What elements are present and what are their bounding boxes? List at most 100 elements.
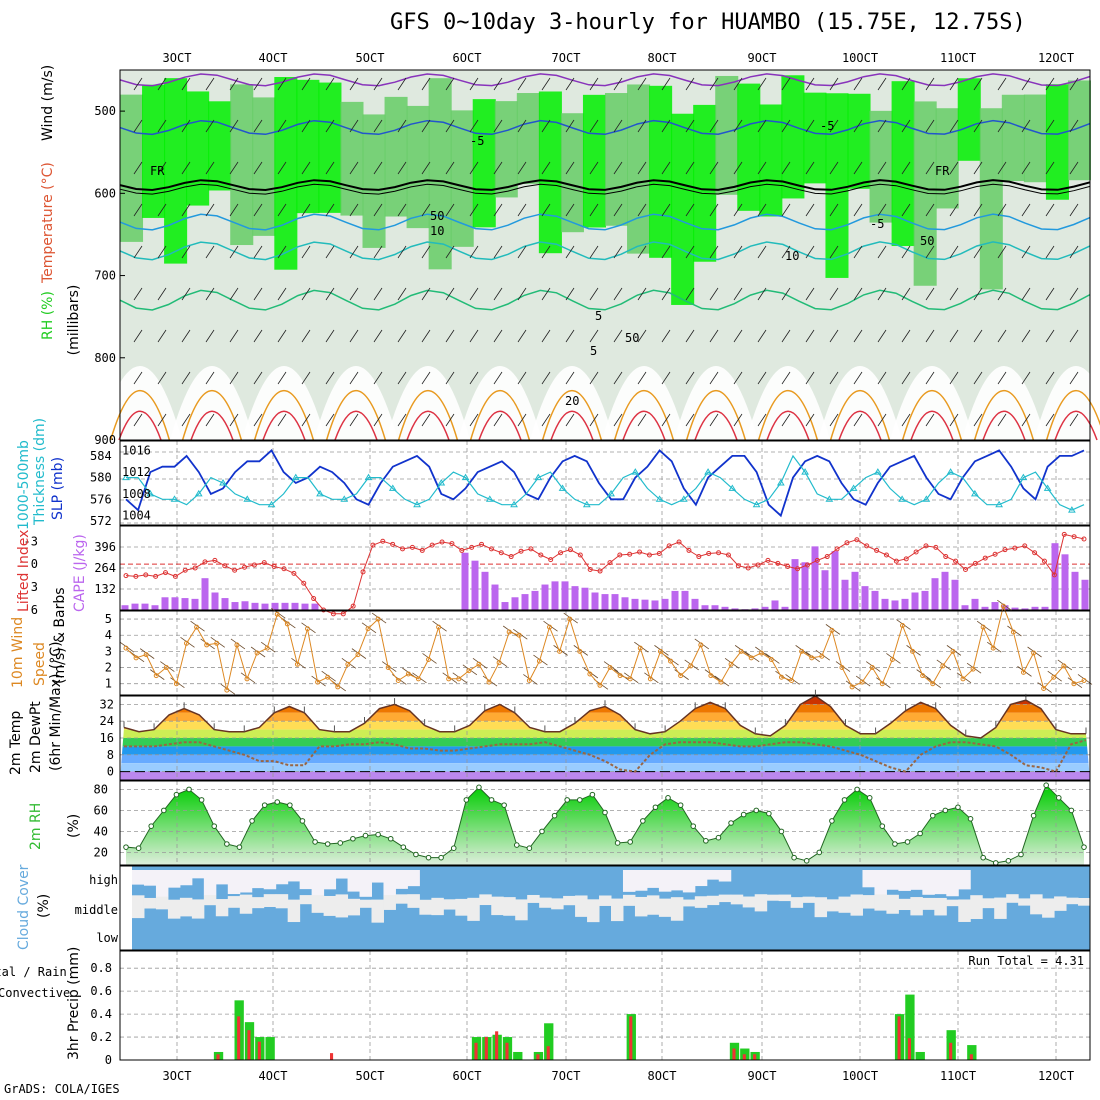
wind-barb: [301, 371, 311, 385]
cloud-high-gap: [167, 870, 181, 888]
precip-ylabel2: 3hr Precip (mm): [66, 947, 82, 1060]
cloud-mid-gap: [646, 895, 660, 915]
wind-barb-10m: [230, 638, 246, 650]
wind-barb: [469, 161, 479, 175]
y-tick-slp: 1004: [122, 509, 151, 523]
wind-point: [446, 676, 452, 682]
wind-barb-10m: [573, 645, 589, 656]
wind-point: [315, 679, 321, 685]
wind-barb: [373, 287, 383, 301]
wind-barb: [133, 77, 143, 91]
wind-point: [153, 673, 159, 679]
rh-band: [428, 78, 452, 270]
li-point: [587, 567, 593, 573]
cloud-mid-gap: [143, 897, 157, 909]
wind-barb: [517, 329, 527, 343]
wind-barb: [277, 413, 287, 427]
wind-point: [809, 655, 815, 661]
wind-barb: [253, 413, 263, 427]
cloud-mid-gap: [479, 894, 492, 906]
wind-point: [466, 668, 472, 674]
li-point: [172, 573, 178, 579]
cape-bar: [271, 602, 279, 610]
wind-barb: [565, 371, 575, 385]
wind-barb-10m: [563, 612, 578, 624]
thickness-point: [1019, 473, 1028, 481]
wind-point: [829, 627, 835, 633]
cloud-mid-gap: [850, 894, 863, 916]
wind-barb-10m: [240, 672, 256, 684]
wind-barb: [1045, 77, 1055, 91]
wind-point: [819, 653, 825, 659]
wind-barb: [733, 203, 743, 217]
wind-barb: [277, 77, 287, 91]
wind-barb: [805, 287, 815, 301]
rh-band: [803, 92, 827, 184]
thickness-point: [704, 468, 712, 475]
cape-bar: [751, 608, 759, 610]
wind-barb: [133, 119, 143, 133]
wind-barb-10m: [190, 620, 205, 632]
run-total: Run Total = 4.31: [968, 954, 1084, 968]
li-point: [972, 560, 978, 566]
cloud-mid-gap: [1066, 897, 1079, 905]
rh-ylabel2: (%): [66, 814, 82, 838]
wind-barb: [877, 329, 887, 343]
wind-barb-10m: [220, 683, 236, 695]
wind-barb: [637, 287, 647, 301]
wind-barb: [1069, 77, 1079, 91]
contour-label: 5: [595, 309, 602, 323]
rh-point: [576, 797, 583, 803]
wind-barb: [253, 77, 263, 91]
wind-point: [496, 660, 502, 666]
li-point: [311, 596, 317, 602]
li-point: [597, 568, 603, 574]
wind-barb: [757, 161, 767, 175]
wind-barb: [133, 161, 143, 175]
wind-barb-10m: [876, 677, 891, 689]
wind-barb: [421, 413, 431, 427]
wind-barb: [613, 77, 623, 91]
cloud-high-gap: [383, 870, 396, 898]
wind-barb: [757, 203, 767, 217]
li-point: [1002, 547, 1008, 553]
ylabel-rh: RH (%): [40, 291, 56, 340]
cloud-mid-gap: [215, 899, 229, 917]
temp-contour-20: [469, 390, 531, 441]
cloud-high-gap: [646, 870, 660, 888]
wind-point: [456, 676, 462, 682]
wind-barb: [397, 77, 407, 91]
wind-barb: [1021, 329, 1031, 343]
cape-bar: [771, 600, 779, 610]
wind-barb: [517, 371, 527, 385]
li-point: [261, 560, 267, 566]
rh-band: [120, 94, 144, 242]
slp-ylabel2: Thickness (dm): [32, 418, 48, 526]
rh-band: [979, 108, 1003, 290]
y-tick-slp: 1008: [122, 487, 151, 501]
li-point: [1081, 536, 1087, 542]
li-point: [716, 550, 722, 556]
temp-contour-20: [1045, 390, 1100, 441]
wind-barb: [1045, 371, 1055, 385]
cape-bar: [231, 602, 239, 610]
wind-barb: [373, 119, 383, 133]
cape-bar: [481, 571, 489, 610]
wind-point: [184, 640, 190, 646]
wind-barb: [853, 329, 863, 343]
li-point: [755, 562, 761, 568]
rh-point: [173, 791, 180, 798]
wind-barb: [901, 245, 911, 259]
wind-barb: [853, 287, 863, 301]
cloud-mid-gap: [551, 898, 564, 910]
y-tick: 500: [94, 104, 116, 118]
wind-barb-10m: [835, 661, 851, 672]
li-point: [686, 547, 692, 553]
cape-bar: [931, 578, 939, 610]
wind-barb: [205, 119, 215, 133]
cloud-mid-gap: [958, 899, 971, 922]
cape-bar: [551, 581, 559, 610]
rh-band: [825, 93, 849, 278]
rh-point: [362, 832, 369, 839]
wind-point: [194, 624, 200, 630]
